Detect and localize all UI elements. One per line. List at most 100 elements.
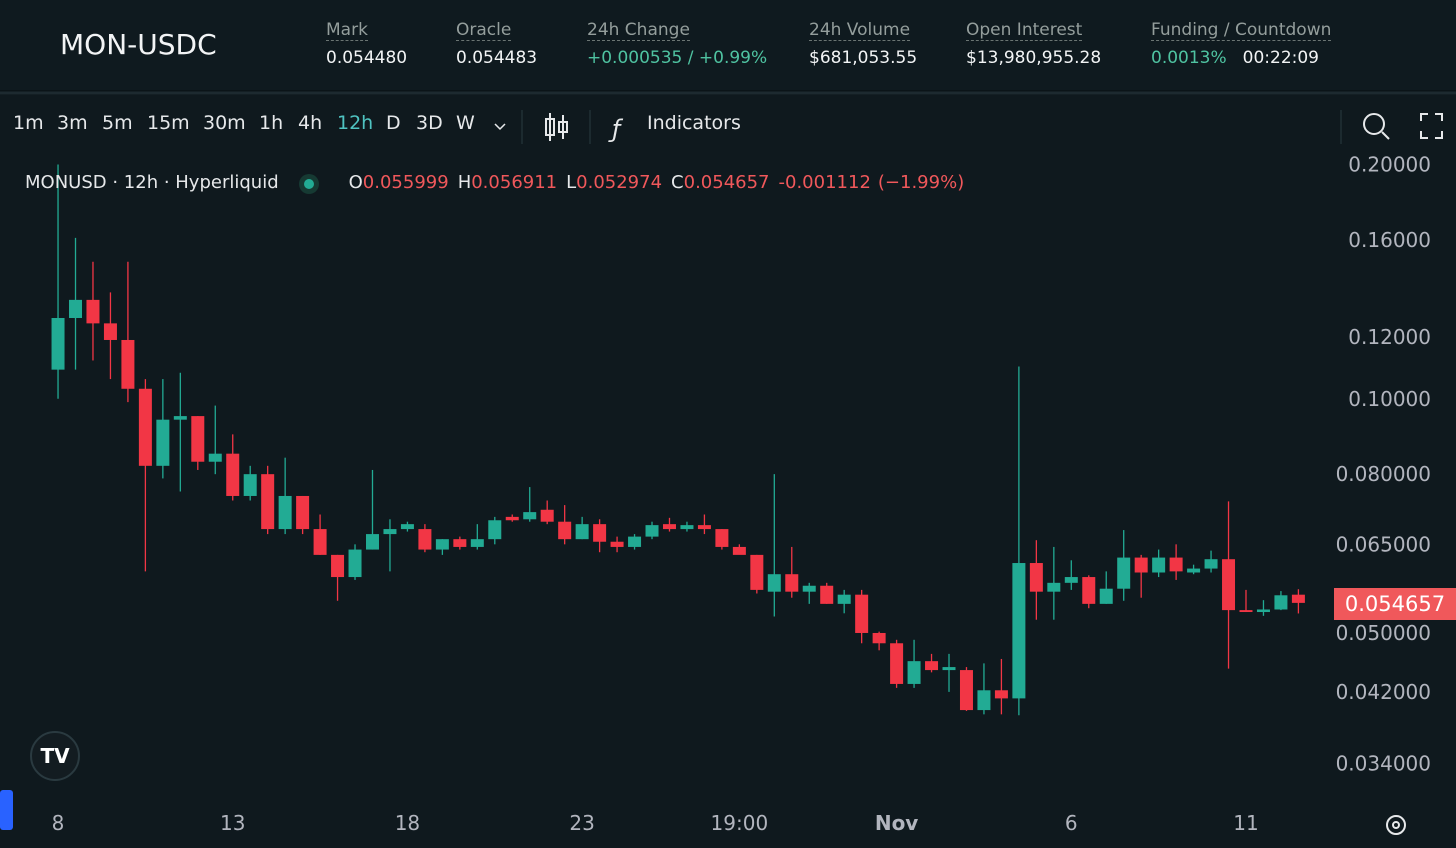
candle-icon[interactable] bbox=[545, 113, 568, 141]
candle-body bbox=[925, 661, 939, 671]
alert-icon[interactable] bbox=[1363, 113, 1390, 140]
legend-o: O bbox=[348, 172, 363, 193]
indicators-button[interactable]: Indicators bbox=[647, 112, 741, 134]
candle-body bbox=[1239, 610, 1253, 613]
stat: Funding / Countdown 0.0013% 00:22:09 bbox=[1151, 20, 1332, 68]
candle-body bbox=[610, 541, 624, 547]
last-price-tag: 0.054657 bbox=[1334, 588, 1456, 620]
candle-body bbox=[907, 661, 921, 684]
x-tick-label: 8 bbox=[52, 811, 65, 835]
settings-icon[interactable] bbox=[1386, 815, 1406, 835]
candle-body bbox=[697, 525, 711, 530]
interval-button[interactable]: 12h bbox=[337, 112, 374, 134]
candle-body bbox=[86, 299, 100, 324]
candle-body bbox=[331, 554, 345, 578]
stat: Mark 0.054480 bbox=[326, 20, 407, 68]
interval-button[interactable]: 15m bbox=[147, 112, 190, 134]
stat-label-wrap: 24h Change bbox=[587, 20, 767, 41]
candle-body bbox=[662, 524, 676, 530]
interval-dropdown[interactable] bbox=[494, 123, 506, 131]
candle-body bbox=[69, 299, 83, 319]
stat-label: Open Interest bbox=[966, 20, 1083, 41]
candle-body bbox=[558, 521, 572, 540]
candle-body bbox=[1291, 594, 1305, 603]
x-tick-label: 19:00 bbox=[711, 811, 769, 835]
candle-body bbox=[51, 318, 65, 370]
legend-high: 0.056911 bbox=[471, 172, 558, 193]
legend-h: H bbox=[457, 172, 472, 193]
candle-body bbox=[593, 524, 607, 542]
legend-c: C bbox=[671, 172, 684, 193]
stat: Open Interest $13,980,955.28 bbox=[966, 20, 1101, 68]
candle-body bbox=[1047, 582, 1061, 592]
candle-body bbox=[994, 690, 1008, 699]
candle-body bbox=[418, 529, 432, 550]
stat-value: 0.054483 bbox=[456, 48, 538, 68]
interval-button[interactable]: 30m bbox=[203, 112, 246, 134]
stat-label-wrap: Funding / Countdown bbox=[1151, 20, 1332, 41]
candle-body bbox=[750, 554, 764, 590]
stat-label: 24h Change bbox=[587, 20, 690, 41]
stat-label: 24h Volume bbox=[809, 20, 911, 41]
candle-body bbox=[802, 585, 816, 592]
interval-button[interactable]: 5m bbox=[102, 112, 133, 134]
y-tick-label: 0.034000 bbox=[1336, 751, 1431, 775]
chart-bg bbox=[0, 95, 1456, 848]
symbol[interactable]: MON-USDC bbox=[60, 28, 217, 61]
legend-close: 0.054657 bbox=[683, 172, 770, 193]
candle-body bbox=[505, 516, 519, 521]
y-tick-label: 0.16000 bbox=[1348, 228, 1431, 252]
candle-body bbox=[488, 520, 502, 540]
fullscreen-icon[interactable] bbox=[1420, 113, 1443, 139]
fx-icon[interactable]: ƒ bbox=[608, 115, 624, 143]
tv-logo[interactable]: TV bbox=[30, 731, 80, 781]
interval-button[interactable]: 3m bbox=[57, 112, 88, 134]
candle-body bbox=[540, 509, 554, 522]
candle-body bbox=[1187, 568, 1201, 573]
candle-body bbox=[1222, 559, 1236, 611]
interval-button[interactable]: 4h bbox=[298, 112, 323, 134]
candle-body bbox=[785, 574, 799, 592]
stat-value: $13,980,955.28 bbox=[966, 48, 1102, 68]
candle-body bbox=[1117, 557, 1131, 589]
candle-body bbox=[959, 670, 973, 711]
candle-body bbox=[1152, 557, 1166, 573]
candle-body bbox=[348, 549, 362, 578]
candle-body bbox=[890, 643, 904, 684]
candles bbox=[51, 164, 1305, 716]
candle-body bbox=[523, 512, 537, 520]
stat-value: 0.0013% bbox=[1151, 48, 1227, 68]
stat-label: Mark bbox=[326, 20, 368, 41]
candle-body bbox=[942, 667, 956, 671]
x-tick-label: 13 bbox=[220, 811, 245, 835]
x-tick-label: Nov bbox=[875, 811, 919, 835]
side-tab[interactable] bbox=[0, 790, 13, 830]
candle-body bbox=[977, 690, 991, 711]
candle-body bbox=[645, 525, 659, 537]
stat-value: $681,053.55 bbox=[809, 48, 918, 68]
interval-button[interactable]: 1h bbox=[259, 112, 284, 134]
candle-body bbox=[872, 632, 886, 644]
candle-body bbox=[138, 388, 152, 466]
interval-button[interactable]: 3D bbox=[416, 112, 443, 134]
stat: 24h Volume $681,053.55 bbox=[809, 20, 917, 68]
candle-body bbox=[261, 474, 275, 530]
candle-body bbox=[243, 474, 257, 496]
candle-body bbox=[1082, 577, 1096, 604]
candle-body bbox=[435, 539, 449, 550]
interval-button[interactable]: 1m bbox=[13, 112, 44, 134]
legend-open: 0.055999 bbox=[362, 172, 449, 193]
legend: MONUSD · 12h · Hyperliquid O 0.055999 H 0.… bbox=[25, 172, 964, 193]
candle-body bbox=[575, 524, 589, 540]
stat-label-wrap: Open Interest bbox=[966, 20, 1101, 41]
y-tick-label: 0.050000 bbox=[1336, 621, 1431, 645]
interval-button[interactable]: D bbox=[386, 112, 401, 134]
stat-label: Oracle bbox=[456, 20, 512, 41]
candle-body bbox=[855, 594, 869, 633]
candle-body bbox=[1134, 557, 1148, 573]
interval-button[interactable]: W bbox=[456, 112, 475, 134]
candle-body bbox=[296, 495, 310, 530]
x-tick-label: 6 bbox=[1065, 811, 1078, 835]
candle-body bbox=[208, 453, 222, 462]
